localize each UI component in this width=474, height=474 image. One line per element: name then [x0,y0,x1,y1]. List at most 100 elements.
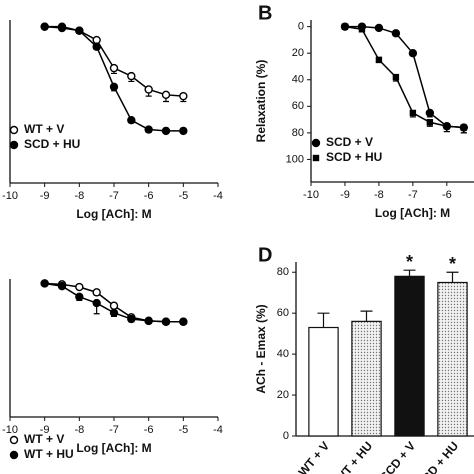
y-tick-label: 60 [277,307,289,319]
x-tick-label: -9 [340,189,350,201]
legend-label: SCD + HU [24,137,80,151]
x-axis-title: Log [ACh]: M [375,206,450,220]
marker [92,35,101,45]
series-line [344,25,464,129]
marker [460,124,468,131]
marker [375,56,383,64]
legend-marker [9,140,19,150]
marker [57,281,67,291]
marker [127,314,136,324]
panel-label: B [258,2,272,24]
marker [409,109,417,117]
marker [92,298,101,308]
x-tick-label: -4 [213,424,223,436]
legend-label: SCD + V [326,135,373,149]
marker [341,23,349,30]
y-axis-title: ACh - Emax (%) [254,304,268,393]
error-bar [446,271,459,283]
x-tick-label: -7 [109,424,119,436]
marker [92,42,101,51]
x-tick-label: -6 [144,190,154,202]
marker [443,123,451,130]
x-tick-label: WT + V [296,439,333,474]
marker [40,22,49,31]
marker [40,279,49,288]
bar [437,281,468,437]
y-axis-title: Relaxation (%) [254,60,268,143]
y-tick-label: 60 [292,100,304,112]
marker [144,125,153,134]
legend-label: SCD + HU [326,150,382,164]
legend-marker [9,450,19,460]
marker [144,85,153,94]
x-axis-title: Log [ACh]: M [76,441,151,455]
y-tick-label: 40 [277,348,289,360]
y-tick-label: 0 [283,430,289,442]
annotation: * [406,252,413,272]
marker [75,26,84,35]
legend-marker [9,125,19,135]
x-tick-label: -10 [2,424,18,436]
marker [374,23,384,33]
marker [75,282,84,292]
error-bar [403,269,416,277]
legend-label: WT + V [24,432,64,446]
marker [109,301,119,310]
bar [394,275,425,437]
x-tick-label: -4 [213,190,223,202]
marker [179,91,188,101]
panel-label: D [258,244,272,266]
y-tick-label: 0 [298,21,304,33]
marker [425,108,435,118]
marker [92,288,101,297]
legend-marker [311,138,321,148]
x-tick-label: WT + HU [333,439,376,474]
marker [179,317,188,326]
x-tick-label: -8 [74,424,84,436]
x-tick-label: -8 [74,190,84,202]
marker [75,292,84,302]
legend-marker [9,435,19,445]
y-tick-label: 80 [277,266,289,278]
legend-marker [312,154,320,162]
marker [57,23,67,33]
y-tick-label: 100 [286,153,304,165]
x-tick-label: -5 [178,424,188,436]
legend-label: WT + HU [24,447,74,461]
x-tick-label: -10 [2,190,18,202]
y-tick-label: 20 [292,47,304,59]
y-tick-label: 40 [292,74,304,86]
x-tick-label: -6 [442,189,452,201]
bar [351,320,382,437]
marker [161,90,171,100]
marker [109,308,119,318]
series-line [44,25,184,132]
x-tick-label: SCD + V [377,439,418,474]
marker [161,126,171,136]
y-tick-label: 80 [292,127,304,139]
marker [408,48,418,58]
x-tick-label: -5 [178,190,188,202]
x-tick-label: -8 [374,189,384,201]
x-tick-label: -7 [408,189,418,201]
marker [392,73,400,81]
marker [358,26,366,33]
marker [426,119,434,126]
x-axis-title: Log [ACh]: M [76,207,151,221]
marker [179,126,188,136]
marker [109,63,119,73]
marker [391,29,401,38]
error-bar [317,312,330,328]
x-tick-label: -9 [40,424,50,436]
series-line [344,25,464,129]
marker [144,316,153,326]
marker [127,116,136,125]
x-tick-label: -9 [40,190,50,202]
y-tick-label: 20 [277,389,289,401]
x-tick-label: -7 [109,190,119,202]
annotation: * [449,254,456,274]
x-tick-label: -6 [144,424,154,436]
marker [127,71,136,81]
x-tick-label: SCD + HU [414,439,461,474]
